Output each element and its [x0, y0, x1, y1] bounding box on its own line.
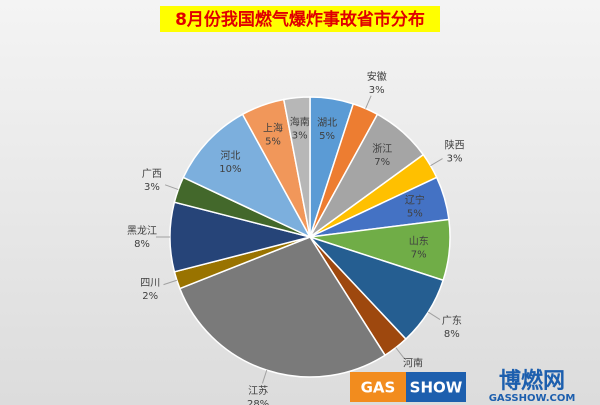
leader-line: [427, 311, 441, 320]
value-label: 3%: [369, 85, 385, 96]
slice-label: 江苏: [248, 384, 268, 397]
slice-label: 河南: [403, 357, 423, 370]
logo-text: GAS: [361, 379, 396, 397]
title-highlight: [160, 6, 440, 32]
pie-slice: [182, 113, 312, 239]
value-label: 7%: [374, 157, 390, 168]
leader-line: [395, 347, 405, 359]
value-label: 3%: [292, 130, 308, 141]
logo-box: [406, 372, 466, 402]
leader-line: [164, 184, 179, 191]
leader-line: [261, 369, 268, 384]
value-label: 5%: [265, 136, 281, 147]
logo-text: SHOW: [410, 379, 463, 397]
pie-slice: [178, 236, 387, 378]
leader-line: [430, 158, 443, 167]
logo-brand: 博燃网: [499, 368, 565, 394]
logo-url: GASSHOW.COM: [489, 393, 576, 404]
slice-label: 浙江: [372, 143, 392, 155]
value-label: 10%: [219, 164, 241, 175]
leader-line: [365, 95, 372, 109]
pie: 湖北 5% 安徽 3% 浙江 7% 陕西 3% 辽宁 5% 山东 7% 广东 8% 河南 3% 江苏 28% 四川 2…: [127, 70, 465, 405]
slice-label: 广东: [442, 314, 462, 327]
logo-box: [350, 372, 406, 402]
value-label: 8%: [444, 329, 460, 340]
chart-title: 8月份我国燃气爆炸事故省市分布: [175, 9, 425, 30]
value-label: 2%: [142, 291, 158, 302]
slice-label: 广西: [142, 168, 162, 180]
slice-label: 辽宁: [405, 194, 425, 207]
slice-label: 上海: [263, 121, 283, 134]
slice-label: 山东: [409, 234, 429, 247]
value-label: 3%: [447, 153, 463, 164]
slice-label: 河北: [220, 150, 240, 162]
pie-slice: [282, 96, 311, 238]
slice-label: 黑龙江: [127, 224, 157, 237]
slice-label: 陕西: [445, 138, 465, 151]
value-label: 8%: [134, 239, 150, 250]
leader-line: [163, 279, 178, 286]
value-label: 3%: [144, 182, 160, 193]
value-label: 28%: [247, 399, 269, 405]
value-label: 5%: [407, 209, 423, 220]
slice-label: 湖北: [317, 117, 337, 129]
slice-label: 海南: [290, 115, 310, 128]
value-label: 5%: [319, 131, 335, 142]
logo: GAS SHOW 博燃网 GASSHOW.COM: [350, 368, 575, 404]
slice-label: 安徽: [367, 70, 387, 83]
slice-label: 四川: [140, 278, 160, 289]
value-label: 7%: [411, 249, 427, 260]
